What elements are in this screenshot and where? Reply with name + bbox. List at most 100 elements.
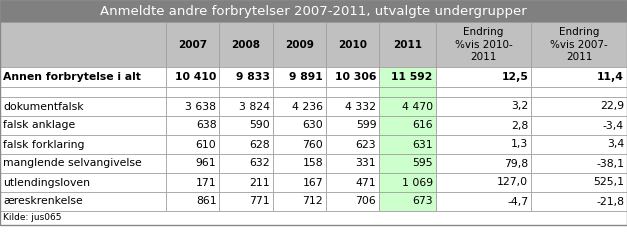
- Bar: [219, 135, 273, 154]
- Text: 673: 673: [412, 197, 433, 206]
- Text: 525,1: 525,1: [593, 177, 624, 187]
- Bar: [0, 154, 166, 173]
- Bar: [379, 67, 436, 87]
- Text: -38,1: -38,1: [596, 159, 624, 169]
- Bar: [0, 0, 627, 22]
- Text: 331: 331: [356, 159, 376, 169]
- Text: 590: 590: [249, 120, 270, 131]
- Bar: [166, 87, 219, 97]
- Text: -3,4: -3,4: [603, 120, 624, 131]
- Bar: [326, 67, 379, 87]
- Text: 11,4: 11,4: [597, 72, 624, 82]
- Bar: [273, 135, 326, 154]
- Bar: [273, 87, 326, 97]
- Text: 632: 632: [249, 159, 270, 169]
- Bar: [166, 22, 219, 67]
- Text: 630: 630: [302, 120, 323, 131]
- Text: 2011: 2011: [393, 40, 422, 49]
- Text: 158: 158: [302, 159, 323, 169]
- Bar: [379, 22, 436, 67]
- Bar: [326, 97, 379, 116]
- Text: 1 069: 1 069: [402, 177, 433, 187]
- Bar: [273, 22, 326, 67]
- Text: falsk forklaring: falsk forklaring: [3, 140, 85, 149]
- Bar: [326, 22, 379, 67]
- Text: 171: 171: [196, 177, 216, 187]
- Text: Annen forbrytelse i alt: Annen forbrytelse i alt: [3, 72, 141, 82]
- Bar: [219, 192, 273, 211]
- Text: 2,8: 2,8: [511, 120, 529, 131]
- Bar: [326, 192, 379, 211]
- Bar: [531, 192, 627, 211]
- Text: Endring
%vis 2010-
2011: Endring %vis 2010- 2011: [455, 27, 512, 62]
- Text: 167: 167: [302, 177, 323, 187]
- Text: 12,5: 12,5: [502, 72, 529, 82]
- Text: Anmeldte andre forbrytelser 2007-2011, utvalgte undergrupper: Anmeldte andre forbrytelser 2007-2011, u…: [100, 5, 527, 17]
- Text: 22,9: 22,9: [600, 102, 624, 111]
- Bar: [166, 97, 219, 116]
- Bar: [166, 67, 219, 87]
- Text: 771: 771: [249, 197, 270, 206]
- Bar: [531, 87, 627, 97]
- Text: dokumentfalsk: dokumentfalsk: [3, 102, 83, 111]
- Bar: [166, 116, 219, 135]
- Bar: [0, 116, 166, 135]
- Text: 2010: 2010: [338, 40, 367, 49]
- Bar: [0, 192, 166, 211]
- Text: 706: 706: [356, 197, 376, 206]
- Bar: [436, 116, 531, 135]
- Bar: [166, 154, 219, 173]
- Text: 961: 961: [196, 159, 216, 169]
- Bar: [0, 22, 166, 67]
- Text: 638: 638: [196, 120, 216, 131]
- Bar: [0, 173, 166, 192]
- Bar: [0, 67, 166, 87]
- Bar: [273, 154, 326, 173]
- Bar: [219, 97, 273, 116]
- Text: 610: 610: [196, 140, 216, 149]
- Bar: [273, 173, 326, 192]
- Text: 4 332: 4 332: [345, 102, 376, 111]
- Text: manglende selvangivelse: manglende selvangivelse: [3, 159, 142, 169]
- Text: utlendingsloven: utlendingsloven: [3, 177, 90, 187]
- Bar: [379, 87, 436, 97]
- Bar: [531, 173, 627, 192]
- Text: 3,4: 3,4: [607, 140, 624, 149]
- Text: 211: 211: [249, 177, 270, 187]
- Bar: [326, 135, 379, 154]
- Text: Endring
%vis 2007-
2011: Endring %vis 2007- 2011: [551, 27, 608, 62]
- Text: 3 824: 3 824: [239, 102, 270, 111]
- Bar: [379, 97, 436, 116]
- Bar: [379, 192, 436, 211]
- Bar: [219, 67, 273, 87]
- Text: Kilde: jus065: Kilde: jus065: [3, 213, 61, 223]
- Bar: [166, 135, 219, 154]
- Bar: [326, 154, 379, 173]
- Text: falsk anklage: falsk anklage: [3, 120, 75, 131]
- Bar: [531, 67, 627, 87]
- Bar: [273, 97, 326, 116]
- Bar: [531, 135, 627, 154]
- Bar: [326, 87, 379, 97]
- Text: 712: 712: [302, 197, 323, 206]
- Text: 1,3: 1,3: [511, 140, 529, 149]
- Text: 9 891: 9 891: [289, 72, 323, 82]
- Text: 11 592: 11 592: [391, 72, 433, 82]
- Text: 760: 760: [302, 140, 323, 149]
- Bar: [436, 135, 531, 154]
- Text: 2007: 2007: [178, 40, 208, 49]
- Bar: [436, 67, 531, 87]
- Text: 2009: 2009: [285, 40, 314, 49]
- Text: 861: 861: [196, 197, 216, 206]
- Text: 3 638: 3 638: [186, 102, 216, 111]
- Text: 4 470: 4 470: [402, 102, 433, 111]
- Bar: [531, 154, 627, 173]
- Bar: [436, 154, 531, 173]
- Bar: [379, 173, 436, 192]
- Bar: [379, 116, 436, 135]
- Text: æreskrenkelse: æreskrenkelse: [3, 197, 83, 206]
- Bar: [379, 154, 436, 173]
- Text: 4 236: 4 236: [292, 102, 323, 111]
- Bar: [273, 67, 326, 87]
- Text: 79,8: 79,8: [504, 159, 529, 169]
